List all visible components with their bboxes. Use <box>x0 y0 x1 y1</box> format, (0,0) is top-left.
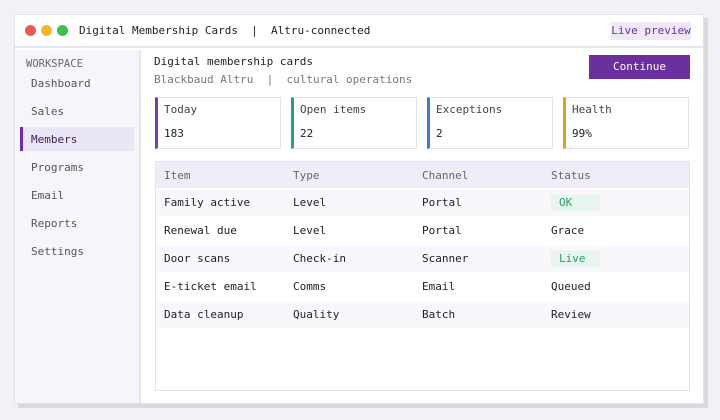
cell: Renewal due <box>164 224 237 237</box>
sidebar <box>15 50 141 403</box>
stat-value: 2 <box>436 127 443 140</box>
cell: E-ticket email <box>164 280 257 293</box>
stat-label: Health <box>572 103 612 116</box>
nav-item[interactable]: Dashboard <box>31 77 91 90</box>
page-subtitle: Blackbaud Altru | cultural operations <box>154 73 413 86</box>
titlebar <box>15 15 703 48</box>
nav-item[interactable]: Programs <box>31 161 84 174</box>
cell: Family active <box>164 196 251 209</box>
cell: Scanner <box>422 252 469 265</box>
cell: Portal <box>422 224 462 237</box>
table-header <box>156 162 689 188</box>
row-background <box>156 190 689 216</box>
nav-item[interactable]: Reports <box>31 217 78 230</box>
stat-value: 22 <box>300 127 314 140</box>
stat-card <box>563 97 689 149</box>
cell: Door scans <box>164 252 231 265</box>
active-indicator <box>20 127 134 151</box>
dot-yellow <box>41 25 52 36</box>
stat-label: Exceptions <box>436 103 503 116</box>
cell: Batch <box>422 308 456 321</box>
cell: Data cleanup <box>164 308 244 321</box>
cell: Review <box>551 308 591 321</box>
table: Item Type Channel Status Family active Level P… <box>155 161 690 391</box>
cell: Email <box>422 280 456 293</box>
sidebar-heading: WORKSPACE <box>26 58 83 70</box>
status-badge: OK <box>551 195 600 211</box>
nav-item[interactable]: Members <box>31 133 78 146</box>
stat-label: Today <box>164 103 198 116</box>
column-header: Item <box>164 169 191 182</box>
cell: Comms <box>293 280 327 293</box>
page-title: Digital membership cards <box>154 55 313 68</box>
nav-item[interactable]: Sales <box>31 105 65 118</box>
column-header: Channel <box>422 169 469 182</box>
stat-value: 183 <box>164 127 184 140</box>
cell: Portal <box>422 196 462 209</box>
live-badge: Live preview <box>611 22 691 40</box>
stat-value: 99% <box>572 127 592 140</box>
dot-red <box>25 25 36 36</box>
stat-card <box>427 97 553 149</box>
cell: Queued <box>551 280 591 293</box>
column-header: Status <box>551 169 591 182</box>
cell: Level <box>293 196 327 209</box>
nav-item[interactable]: Email <box>31 189 65 202</box>
window-title: Digital Membership Cards | Altru-connect… <box>79 24 371 37</box>
row-background <box>156 302 689 328</box>
status-badge: Live <box>551 251 600 267</box>
continue-button[interactable]: Continue <box>589 55 690 79</box>
row-background <box>156 246 689 272</box>
cell: Level <box>293 224 327 237</box>
stat-card <box>155 97 281 149</box>
stat-label: Open items <box>300 103 367 116</box>
nav-item[interactable]: Settings <box>31 245 84 258</box>
stat-card <box>291 97 417 149</box>
window: Digital Membership Cards | Altru-connect… <box>14 14 704 404</box>
column-header: Type <box>293 169 320 182</box>
cell: Grace <box>551 224 585 237</box>
dot-green <box>57 25 68 36</box>
cell: Quality <box>293 308 340 321</box>
cell: Check-in <box>293 252 346 265</box>
